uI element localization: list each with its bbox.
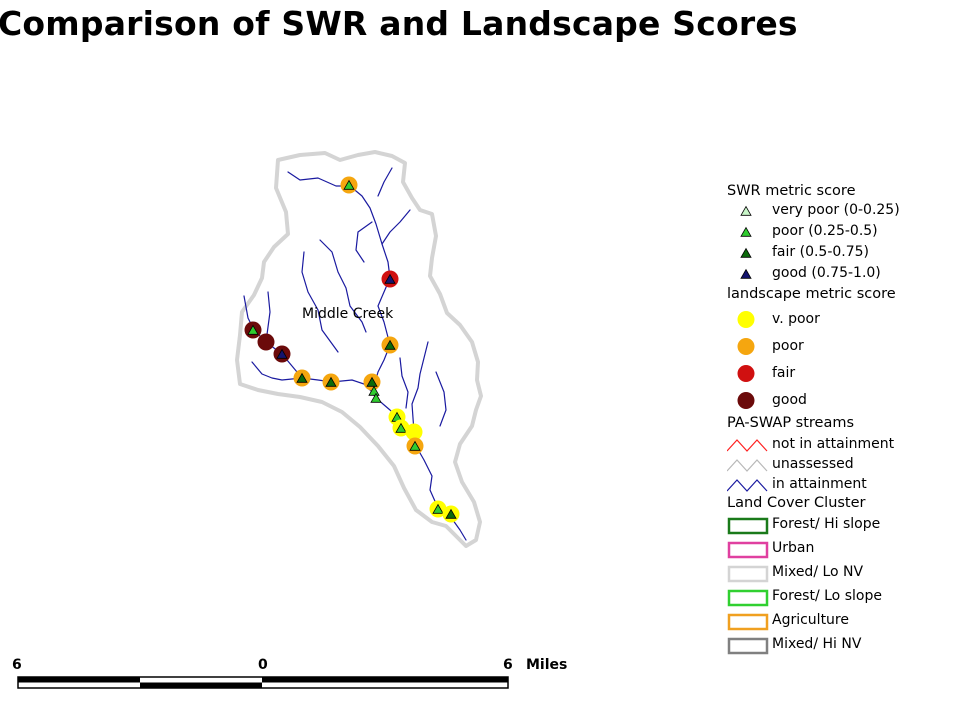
- sample-site: [322, 373, 340, 391]
- legend-landscape-item-label: good: [772, 392, 807, 408]
- legend-landcover-item: Forest/ Hi slope: [727, 513, 957, 537]
- legend-landcover-item-label: Urban: [772, 540, 815, 556]
- scale-label-right: 6: [503, 657, 513, 673]
- scale-bar: 6 0 6 Miles: [0, 656, 600, 696]
- sample-site: [368, 385, 380, 396]
- legend-swr-item-symbol: [740, 205, 752, 216]
- legend-swr-item: fair (0.5-0.75): [727, 242, 957, 263]
- legend-landcover-item: Mixed/ Lo NV: [727, 561, 957, 585]
- legend-swr-item: good (0.75-1.0): [727, 263, 957, 284]
- legend-swr-item-symbol: [740, 226, 752, 237]
- legend-landcover-item-symbol: [727, 517, 769, 535]
- map-title: Comparison of SWR and Landscape Scores: [0, 4, 798, 43]
- legend-swr-item: poor (0.25-0.5): [727, 221, 957, 242]
- legend-swr-item-symbol: [740, 247, 752, 258]
- legend-landscape-item-label: poor: [772, 338, 804, 354]
- map-legend: SWR metric score very poor (0-0.25) poor …: [727, 182, 957, 657]
- legend-swr-item-label: fair (0.5-0.75): [772, 244, 870, 260]
- legend-landcover-item: Mixed/ Hi NV: [727, 633, 957, 657]
- legend-landcover-item-label: Forest/ Lo slope: [772, 588, 882, 604]
- sample-site: [405, 423, 423, 441]
- legend-swr-item-label: good (0.75-1.0): [772, 265, 881, 281]
- legend-swr-item-symbol: [740, 268, 752, 279]
- scale-label-center: 0: [258, 657, 268, 673]
- legend-swr-item-label: poor (0.25-0.5): [772, 223, 878, 239]
- legend-stream-item-symbol: [727, 479, 768, 492]
- legend-stream-item: in attainment: [727, 474, 957, 494]
- legend-landscape-heading: landscape metric score: [727, 286, 896, 302]
- scale-label-left: 6: [12, 657, 22, 673]
- legend-swr-item-label: very poor (0-0.25): [772, 202, 900, 218]
- sample-sites: Middle Creek: [244, 176, 460, 523]
- legend-stream-item-label: not in attainment: [772, 436, 895, 452]
- legend-landscape-item: fair: [727, 360, 957, 387]
- legend-landcover-item: Forest/ Lo slope: [727, 585, 957, 609]
- legend-landscape-item-label: fair: [772, 365, 796, 381]
- legend-landscape-item: good: [727, 387, 957, 414]
- sample-site: [381, 336, 399, 354]
- legend-stream-item: not in attainment: [727, 434, 957, 454]
- legend-streams-heading: PA-SWAP streams: [727, 415, 855, 431]
- legend-landscape-item-symbol: [737, 338, 755, 355]
- scale-label-unit: Miles: [526, 657, 568, 673]
- legend-stream-item-label: in attainment: [772, 476, 867, 492]
- legend-landscape-item-label: v. poor: [772, 311, 820, 327]
- sample-site: [244, 321, 262, 339]
- sample-site: [442, 505, 460, 523]
- sample-site: [363, 373, 381, 391]
- legend-landcover-item-symbol: [727, 613, 769, 631]
- legend-landcover-item-symbol: [727, 637, 769, 655]
- legend-swr-heading: SWR metric score: [727, 183, 856, 199]
- legend-stream-item-label: unassessed: [772, 456, 854, 472]
- legend-landcover-item-symbol: [727, 589, 769, 607]
- legend-landcover-item-label: Forest/ Hi slope: [772, 516, 881, 532]
- legend-stream-item-symbol: [727, 459, 768, 472]
- legend-landscape-item-symbol: [737, 365, 755, 382]
- sample-site: [381, 270, 399, 288]
- legend-landcover-item-symbol: [727, 565, 769, 583]
- legend-landcover-item: Agriculture: [727, 609, 957, 633]
- sample-site: [406, 437, 424, 455]
- legend-stream-item: unassessed: [727, 454, 957, 474]
- legend-landcover-item-label: Mixed/ Hi NV: [772, 636, 862, 652]
- legend-swr-item: very poor (0-0.25): [727, 200, 957, 221]
- legend-landcover-item: Urban: [727, 537, 957, 561]
- legend-landcover-item-label: Agriculture: [772, 612, 849, 628]
- legend-landcover-item-label: Mixed/ Lo NV: [772, 564, 864, 580]
- sample-site: [429, 500, 447, 518]
- legend-landcover-heading: Land Cover Cluster: [727, 495, 866, 511]
- sample-site: [370, 392, 382, 403]
- legend-stream-item-symbol: [727, 439, 768, 452]
- legend-landscape-item-symbol: [737, 311, 755, 328]
- legend-landscape-item: poor: [727, 333, 957, 360]
- place-label: Middle Creek: [302, 306, 394, 322]
- sample-site: [257, 333, 275, 351]
- legend-landscape-item: v. poor: [727, 306, 957, 333]
- legend-landscape-item-symbol: [737, 392, 755, 409]
- legend-landcover-item-symbol: [727, 541, 769, 559]
- scale-bar-graphic: [17, 676, 509, 689]
- sample-site: [273, 345, 291, 363]
- sample-site: [293, 369, 311, 387]
- sample-site: [392, 419, 410, 437]
- sample-site: [340, 176, 358, 194]
